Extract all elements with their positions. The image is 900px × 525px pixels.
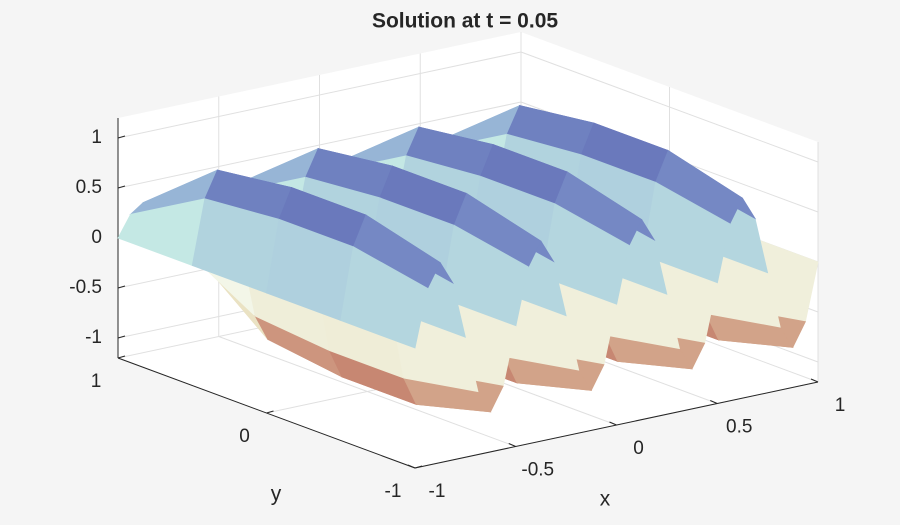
y-tick bbox=[266, 410, 274, 414]
z-tick-label: 0 bbox=[91, 227, 102, 248]
z-tick bbox=[117, 135, 126, 139]
x-tick bbox=[609, 421, 617, 426]
z-tick-label: 0.5 bbox=[76, 177, 102, 198]
z-tick-label: -0.5 bbox=[69, 277, 102, 298]
chart-title: Solution at t = 0.05 bbox=[372, 10, 558, 33]
x-tick bbox=[508, 443, 516, 447]
y-tick-label: 0 bbox=[239, 426, 250, 447]
x-tick-label: -1 bbox=[429, 481, 446, 502]
z-tick bbox=[117, 185, 126, 189]
z-tick bbox=[117, 335, 126, 339]
y-tick bbox=[117, 355, 126, 359]
y-tick bbox=[414, 465, 423, 469]
x-tick-label: 1 bbox=[835, 395, 846, 416]
y-tick-label: -1 bbox=[385, 481, 402, 502]
z-tick bbox=[117, 285, 126, 289]
y-tick-label: 1 bbox=[91, 371, 102, 392]
x-tick-label: -0.5 bbox=[521, 460, 554, 481]
z-tick-label: -1 bbox=[85, 327, 102, 348]
x-tick bbox=[810, 378, 819, 383]
x-axis-label: x bbox=[600, 488, 611, 511]
x-tick-label: 0 bbox=[633, 438, 644, 459]
grid-line bbox=[117, 101, 522, 189]
x-tick bbox=[710, 400, 718, 404]
grid-line bbox=[520, 51, 819, 163]
x-tick-label: 0.5 bbox=[726, 417, 752, 438]
surface-patch bbox=[340, 246, 429, 349]
z-tick-label: 1 bbox=[91, 127, 102, 148]
y-axis-label: y bbox=[271, 483, 282, 506]
x-tick bbox=[407, 464, 416, 469]
grid-line bbox=[117, 51, 522, 139]
